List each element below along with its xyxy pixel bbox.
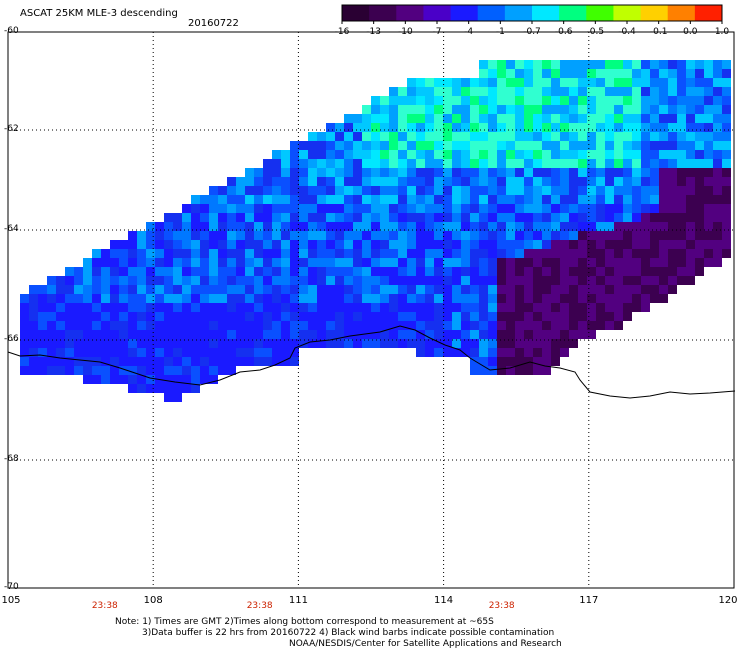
colorbar-segment [667,5,696,21]
colorbar-tick-label: -16 [334,27,350,37]
latitude-label: -60 [4,26,19,36]
colorbar-segment [586,5,614,21]
colorbar-segment [477,5,506,21]
longitude-label: 114 [434,595,454,606]
colorbar-segment [640,5,669,21]
longitude-label: 117 [579,595,599,606]
pass-time-label: 23:38 [246,601,273,611]
longitude-label: 111 [288,595,308,606]
colorbar-tick-label: -0.7 [523,27,541,37]
colorbar-tick-label: -1 [495,27,505,37]
colorbar-segment [342,5,370,21]
map-frame [7,31,735,589]
colorbar-segment [613,5,642,21]
longitude-label: 120 [718,595,738,606]
chart-title: ASCAT 25KM MLE-3 descending [20,8,178,19]
colorbar-tick-label: -4 [464,27,474,37]
colorbar-segment [694,5,723,21]
wind-swath [20,60,731,402]
latitude-label: -68 [4,454,19,464]
colorbar-segment [504,5,533,21]
colorbar-tick-label: -0.4 [618,27,636,37]
colorbar-tick-label: -7 [432,27,442,37]
colorbar-tick-label: -0.1 [649,27,668,37]
note-line-1: Note: 1) Times are GMT 2)Times along bot… [115,617,494,627]
colorbar-tick-label: -13 [366,27,382,37]
latitude-label: -64 [4,224,19,234]
note-line-3: NOAA/NESDIS/Center for Satellite Applica… [289,639,562,649]
pass-time-label: 23:38 [91,601,118,611]
colorbar-tick-label: -0.5 [586,27,605,37]
latitude-label: -62 [4,124,19,134]
colorbar-segment [559,5,587,21]
colorbar-segment [396,5,424,21]
colorbar-segment [423,5,452,21]
pass-time-label: 23:38 [488,601,515,611]
colorbar-segment [369,5,397,21]
longitude-label: 105 [1,595,21,606]
colorbar-segment [532,5,560,21]
colorbar-tick-label: 1.0 [714,27,730,37]
colorbar-tick-label: 0.0 [683,27,698,37]
latitude-label: -70 [4,582,19,592]
note-line-2: 3)Data buffer is 22 hrs from 20160722 4)… [142,628,555,638]
colorbar-segment [450,5,479,21]
date-label: 20160722 [188,18,239,29]
colorbar-tick-label: -0.6 [554,27,573,37]
latitude-label: -66 [4,334,19,344]
longitude-label: 108 [143,595,163,606]
colorbar [341,4,723,24]
colorbar-tick-label: -10 [397,27,413,37]
coastline [7,325,736,399]
